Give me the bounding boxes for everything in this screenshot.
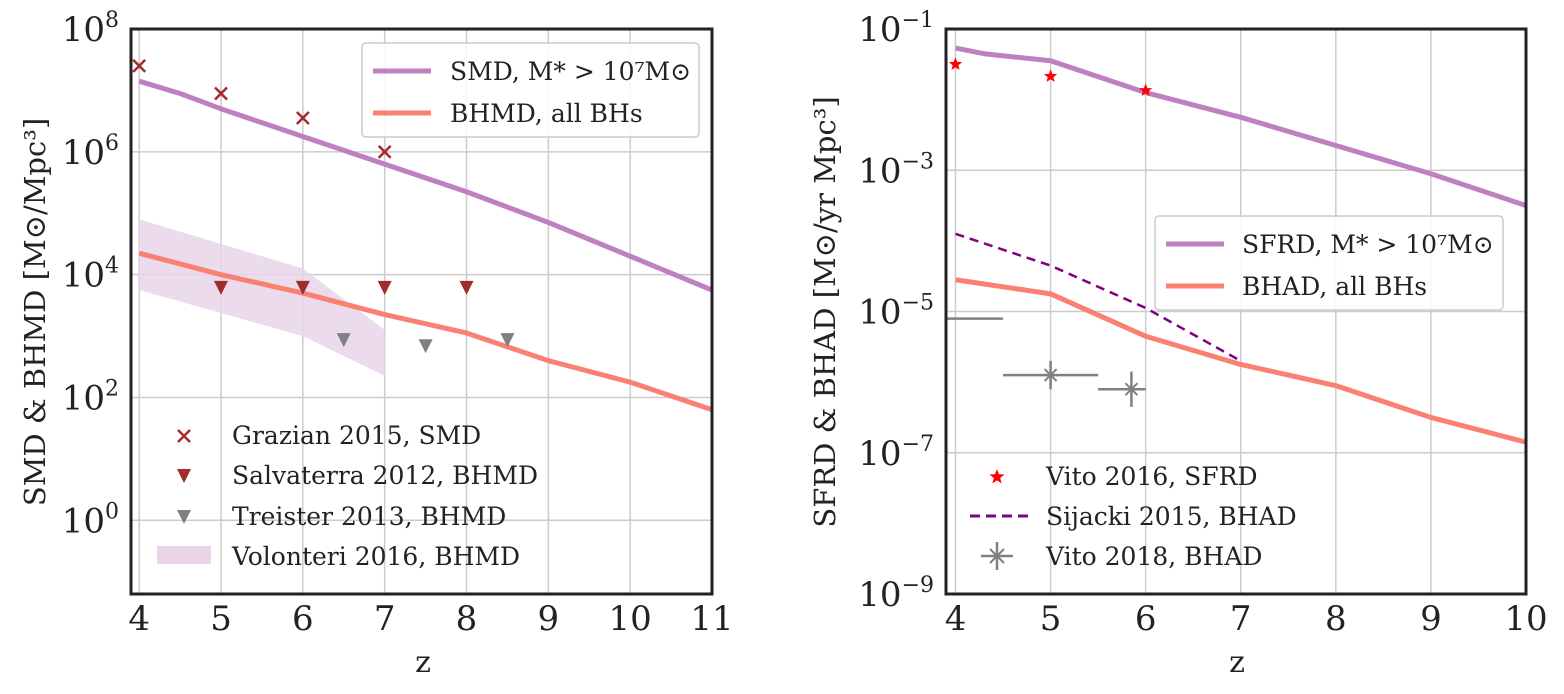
x-tick-label: 6	[1135, 599, 1157, 639]
legend-marker-x	[177, 429, 191, 443]
legend-upper: SFRD, M* > 10⁷M⊙ BHAD, all BHs	[1154, 215, 1504, 311]
series-line-sfrd	[955, 45, 1527, 208]
x-tick-label: 10	[1504, 599, 1547, 639]
x-tick-label: 10	[609, 599, 652, 639]
x-tick-label: 5	[210, 599, 232, 639]
y-tick-label: 100	[62, 499, 119, 541]
x-tick-label: 8	[1325, 599, 1347, 639]
marker-triangle-treister-2013	[418, 339, 433, 354]
x-tick-label: 4	[945, 599, 967, 639]
marker-x-grazian-2015	[295, 111, 310, 125]
y-tick-label: 10−7	[858, 432, 934, 474]
legend-label-grazian: Grazian 2015, SMD	[232, 421, 481, 450]
legend-label-treister: Treister 2013, BHMD	[232, 502, 506, 531]
legend-label-salvaterra: Salvaterra 2012, BHMD	[232, 461, 538, 490]
legend-label-bhad: BHAD, all BHs	[1242, 272, 1427, 301]
x-tick-label: 5	[1040, 599, 1062, 639]
y-tick-label: 108	[62, 8, 119, 50]
legend-swatch-volonteri	[157, 546, 211, 564]
plot-series	[946, 45, 1527, 445]
legend-upper: SMD, M* > 10⁷M⊙ BHMD, all BHs	[361, 42, 700, 138]
y-tick-label: 104	[62, 254, 119, 296]
series-line-bhmd	[138, 250, 713, 413]
legend-lower: Vito 2016, SFRD Sijacki 2015, BHAD Vito …	[970, 462, 1297, 571]
legend-label-sijacki: Sijacki 2015, BHAD	[1046, 502, 1297, 531]
errorbar-point	[1098, 371, 1146, 407]
errorbar-point	[1003, 360, 1099, 390]
marker-triangle-treister-2013	[500, 333, 515, 348]
marker-star-vito-2016	[1043, 69, 1058, 82]
y-tick-label: 10−5	[858, 291, 934, 333]
legend-label-smd: SMD, M* > 10⁷M⊙	[450, 57, 691, 86]
legend-frame	[361, 42, 700, 138]
band-volonteri-2016	[139, 219, 385, 376]
y-tick-label: 10−3	[858, 149, 934, 191]
right-panel-sfrd-bhad: 4 5 6 7 8 9 10 10−1 10−3 10−5 10−7 10−9 z SFRD & B…	[808, 8, 1548, 680]
y-axis-label: SMD & BHMD [M⊙/Mpc³]	[18, 118, 52, 506]
marker-star-vito-2016	[1139, 83, 1153, 97]
legend-marker-salvaterra	[177, 469, 191, 483]
legend-frame	[1154, 215, 1504, 311]
x-tick-label: 9	[538, 599, 560, 639]
x-tick-label: 9	[1420, 599, 1442, 639]
legend-marker-treister	[177, 510, 191, 524]
marker-triangle-salvaterra-2012	[459, 280, 474, 295]
x-tick-label: 8	[456, 599, 478, 639]
left-panel-smd-bhmd: 4 5 6 7 8 9 10 11 108 106 104 102 100 z SMD & BHMD …	[18, 8, 734, 680]
marker-x-grazian-2015	[377, 144, 392, 159]
x-tick-label: 4	[128, 599, 150, 639]
x-tick-label: 11	[690, 599, 733, 639]
x-tick-labels: 4 5 6 7 8 9 10 11	[128, 599, 733, 639]
x-axis-label: z	[1229, 645, 1245, 680]
legend-label-bhmd: BHMD, all BHs	[450, 99, 643, 128]
legend-label-volonteri: Volonteri 2016, BHMD	[231, 542, 520, 571]
y-tick-labels: 108 106 104 102 100	[62, 8, 119, 541]
legend-lower: Grazian 2015, SMD Salvaterra 2012, BHMD …	[157, 421, 538, 571]
legend-marker-vito2016	[989, 469, 1005, 484]
legend-label-sfrd: SFRD, M* > 10⁷M⊙	[1242, 230, 1494, 259]
legend-label-vito2016: Vito 2016, SFRD	[1045, 462, 1258, 491]
marker-triangle-salvaterra-2012	[295, 280, 310, 295]
marker-triangle-salvaterra-2012	[377, 280, 392, 295]
y-tick-label: 10−1	[858, 8, 934, 50]
x-axis-label: z	[415, 645, 431, 680]
y-tick-labels: 10−1 10−3 10−5 10−7 10−9	[858, 8, 934, 615]
y-tick-label: 10−9	[858, 573, 934, 615]
series-line-bhad	[955, 277, 1527, 445]
y-axis-label: SFRD & BHAD [M⊙/yr Mpc³]	[808, 96, 842, 527]
plot-series	[132, 58, 713, 413]
y-tick-label: 106	[62, 131, 119, 173]
legend-marker-vito2018	[981, 542, 1013, 570]
marker-x-grazian-2015	[132, 58, 147, 73]
marker-triangle-treister-2013	[336, 333, 351, 348]
marker-x-grazian-2015	[214, 86, 228, 101]
x-tick-label: 7	[374, 599, 396, 639]
x-tick-labels: 4 5 6 7 8 9 10	[945, 599, 1548, 639]
x-tick-label: 6	[292, 599, 314, 639]
plot-frame	[944, 27, 1528, 596]
legend-label-vito2018: Vito 2018, BHAD	[1045, 542, 1262, 571]
marker-star-vito-2016	[948, 57, 963, 70]
x-tick-label: 7	[1230, 599, 1252, 639]
series-line-smd	[138, 78, 713, 293]
y-tick-label: 102	[62, 376, 119, 418]
marker-triangle-salvaterra-2012	[214, 280, 229, 295]
series-line-sijacki-2015	[955, 232, 1242, 363]
plot-frame	[129, 27, 714, 596]
